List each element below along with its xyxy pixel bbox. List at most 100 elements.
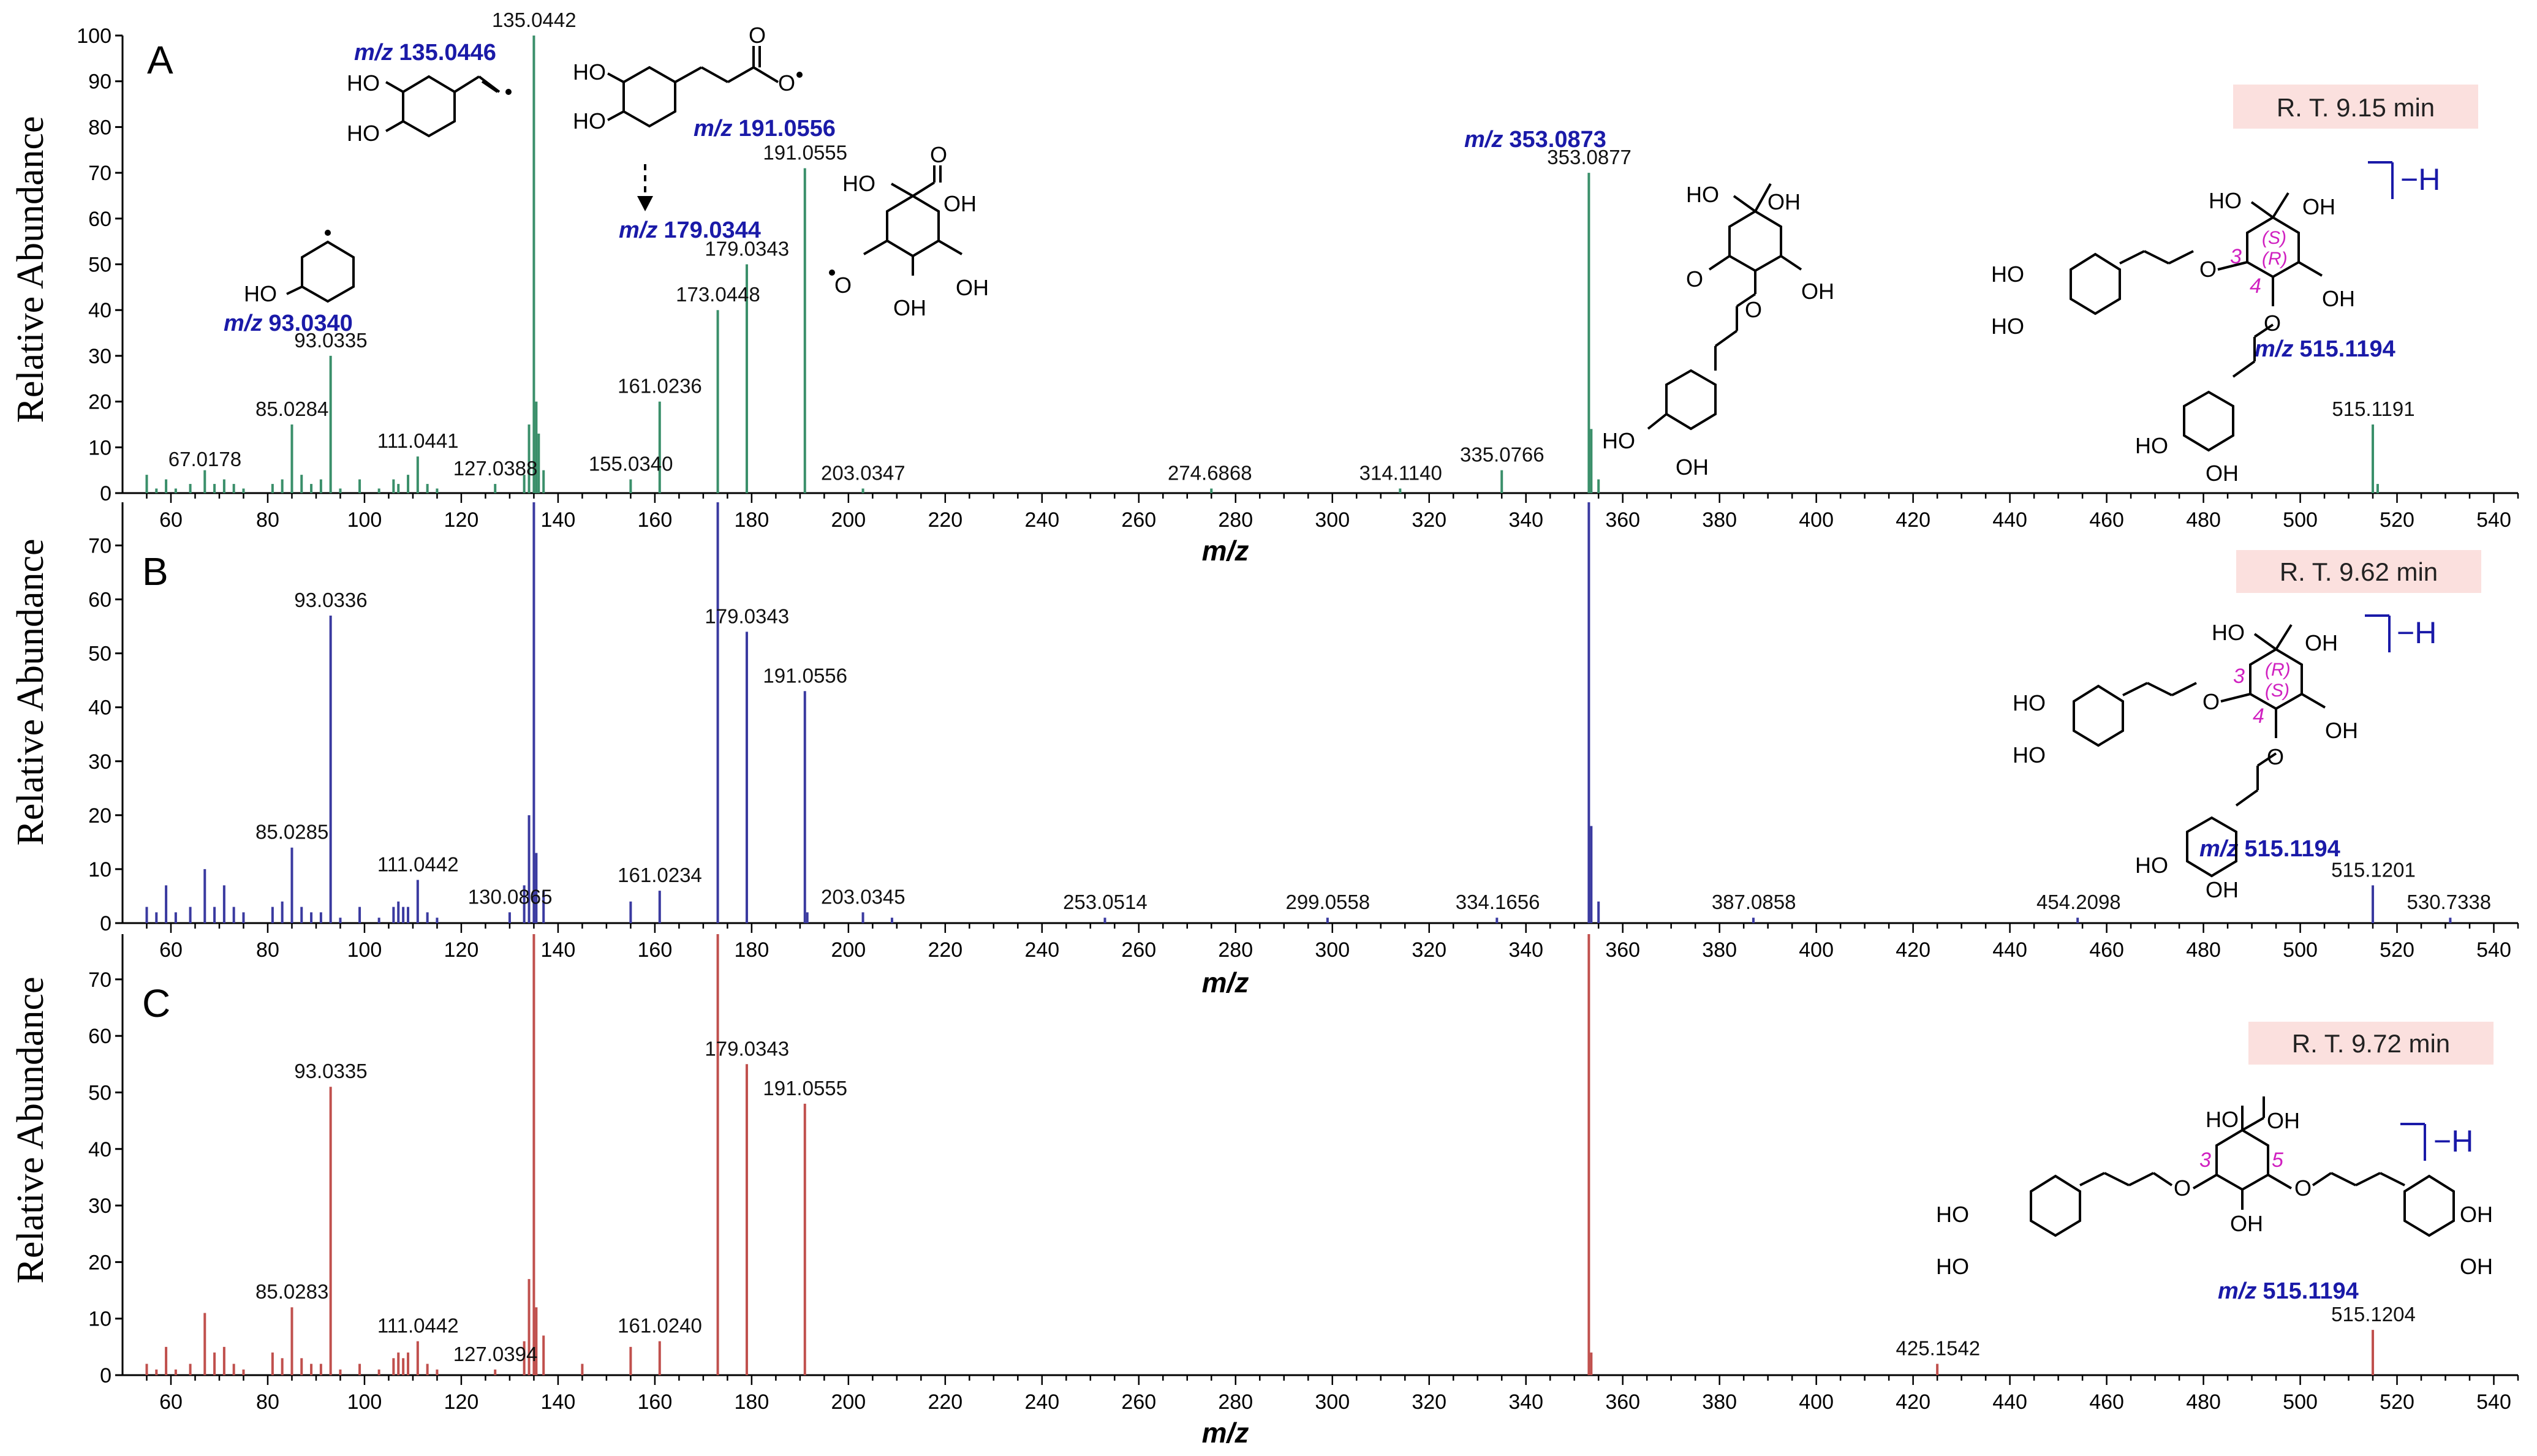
peak-label: 85.0284 xyxy=(255,398,328,420)
peak-label: 161.0236 xyxy=(618,375,702,398)
carboxyl-oh-label: OH xyxy=(2302,194,2335,219)
x-tick-label: 400 xyxy=(1799,1390,1834,1414)
oh-label: OH xyxy=(2460,1254,2493,1279)
peak-label: 530.7338 xyxy=(2407,891,2491,913)
peak-label: 253.0514 xyxy=(1063,891,1148,913)
x-tick-label: 60 xyxy=(159,1390,183,1414)
ho-label: HO xyxy=(1991,314,2024,339)
x-tick-label: 320 xyxy=(1412,1390,1446,1414)
x-tick-label: 200 xyxy=(831,508,866,532)
x-tick-label: 540 xyxy=(2476,1390,2511,1414)
bracket-a xyxy=(2368,161,2394,199)
bracket-b xyxy=(2365,614,2391,652)
y-tick-label: 50 xyxy=(88,1081,112,1104)
x-tick-label: 60 xyxy=(159,508,183,532)
pos-4-label: 4 xyxy=(2250,274,2261,298)
carboxyl-oh-label: OH xyxy=(2305,630,2338,655)
y-tick-label: 20 xyxy=(88,804,112,828)
plot-area-c: 0 10 20 30 40 50 60 70 60 80 100 120 140 160 180 200 220… xyxy=(88,934,2519,1414)
annotation-mz515-b: m/z 515.1194 xyxy=(2199,836,2340,862)
x-tick-label: 360 xyxy=(1605,1390,1640,1414)
x-tick-label: 540 xyxy=(2476,508,2511,532)
carboxyl-oh-label: OH xyxy=(943,191,977,216)
o-label: O xyxy=(2294,1175,2312,1201)
peak-label: 93.0335 xyxy=(294,329,367,352)
radical-dot xyxy=(829,270,835,276)
y-tick-label: 70 xyxy=(88,534,112,557)
stereo-s: (S) xyxy=(2262,228,2286,248)
x-tick-label: 440 xyxy=(1992,938,2027,962)
x-tick-label: 100 xyxy=(347,938,382,962)
pos-4-label: 4 xyxy=(2253,704,2264,728)
ho-label: HO xyxy=(2135,853,2168,878)
minus-h-a: −H xyxy=(2400,162,2440,197)
annotation-mz179: m/z 179.0344 xyxy=(619,217,761,243)
pos-3-label: 3 xyxy=(2233,665,2245,688)
x-tick-label: 140 xyxy=(541,938,576,962)
x-tick-label: 400 xyxy=(1799,508,1834,532)
peak-label: 173.0448 xyxy=(676,283,760,306)
ho-label: HO xyxy=(347,70,380,96)
mz-prefix: m/z xyxy=(354,40,393,66)
o-label: O xyxy=(2199,257,2217,282)
ho-label: HO xyxy=(2212,620,2245,645)
y-tick-label: 60 xyxy=(88,589,112,612)
peak-label: 454.2098 xyxy=(2036,891,2121,913)
minus-h-c: −H xyxy=(2433,1124,2473,1158)
peak-label: 161.0234 xyxy=(618,864,702,886)
ho-label: HO xyxy=(1686,182,1719,207)
ho-label: HO xyxy=(573,59,606,85)
carboxyl-oh-label: OH xyxy=(2267,1108,2300,1133)
ho-label: HO xyxy=(2209,188,2242,213)
y-tick-label: 20 xyxy=(88,391,112,414)
ho-label: HO xyxy=(573,108,606,134)
ho-label: HO xyxy=(1936,1254,1969,1279)
x-tick-label: 440 xyxy=(1992,1390,2027,1414)
x-axis-label-a: m/z xyxy=(1202,535,1249,567)
x-tick-label: 120 xyxy=(444,508,479,532)
x-tick-label: 260 xyxy=(1121,938,1156,962)
x-tick-label: 420 xyxy=(1896,508,1930,532)
x-tick-label: 60 xyxy=(159,938,183,962)
stereo-r: (R) xyxy=(2265,660,2291,680)
x-tick-label: 460 xyxy=(2089,938,2124,962)
structure-caffeoyl-radical xyxy=(607,46,779,128)
y-tick-label: 10 xyxy=(88,1308,112,1331)
ho-label: HO xyxy=(1602,428,1635,453)
x-tick-label: 460 xyxy=(2089,1390,2124,1414)
o-label: O xyxy=(2174,1175,2191,1201)
x-tick-label: 80 xyxy=(256,1390,279,1414)
x-tick-label: 240 xyxy=(1024,508,1059,532)
x-tick-label: 340 xyxy=(1508,508,1543,532)
svg-text:m/z93.0340: m/z 93.0340 xyxy=(224,311,353,336)
x-tick-label: 160 xyxy=(638,508,673,532)
y-tick-label: 10 xyxy=(88,858,112,881)
x-tick-label: 540 xyxy=(2476,938,2511,962)
x-tick-label: 480 xyxy=(2186,938,2221,962)
x-axis-label-b: m/z xyxy=(1202,967,1249,998)
x-tick-label: 220 xyxy=(928,938,962,962)
x-tick-label: 520 xyxy=(2380,508,2414,532)
x-tick-label: 420 xyxy=(1896,938,1930,962)
peak-label: 299.0558 xyxy=(1285,891,1370,913)
y-tick-label: 60 xyxy=(88,1025,112,1048)
oh-label: OH xyxy=(2325,718,2358,743)
plot-area-b: 0 10 20 30 40 50 60 70 60 80 100 120 140 160 180 200 220… xyxy=(88,502,2519,962)
y-tick-label: 30 xyxy=(88,345,112,368)
structure-dicqa-b xyxy=(2073,624,2326,878)
y-tick-label: 80 xyxy=(88,116,112,139)
o-radical-label: O xyxy=(834,273,852,298)
carboxyl-oh-label: OH xyxy=(1768,189,1801,214)
plot-area-a: 0 10 20 30 40 50 60 70 80 90 100 60 80 100 120 140 160 18… xyxy=(77,9,2519,532)
annotation-mz191: m/z 191.0556 xyxy=(694,116,836,141)
rt-label-a: R. T. 9.15 min xyxy=(2277,93,2435,122)
ho-label: HO xyxy=(842,171,875,196)
peak-label: 85.0283 xyxy=(255,1280,328,1303)
rt-box-a: R. T. 9.15 min xyxy=(2233,85,2478,129)
structure-dicqa-a xyxy=(2070,192,2323,452)
x-tick-label: 280 xyxy=(1218,1390,1253,1414)
